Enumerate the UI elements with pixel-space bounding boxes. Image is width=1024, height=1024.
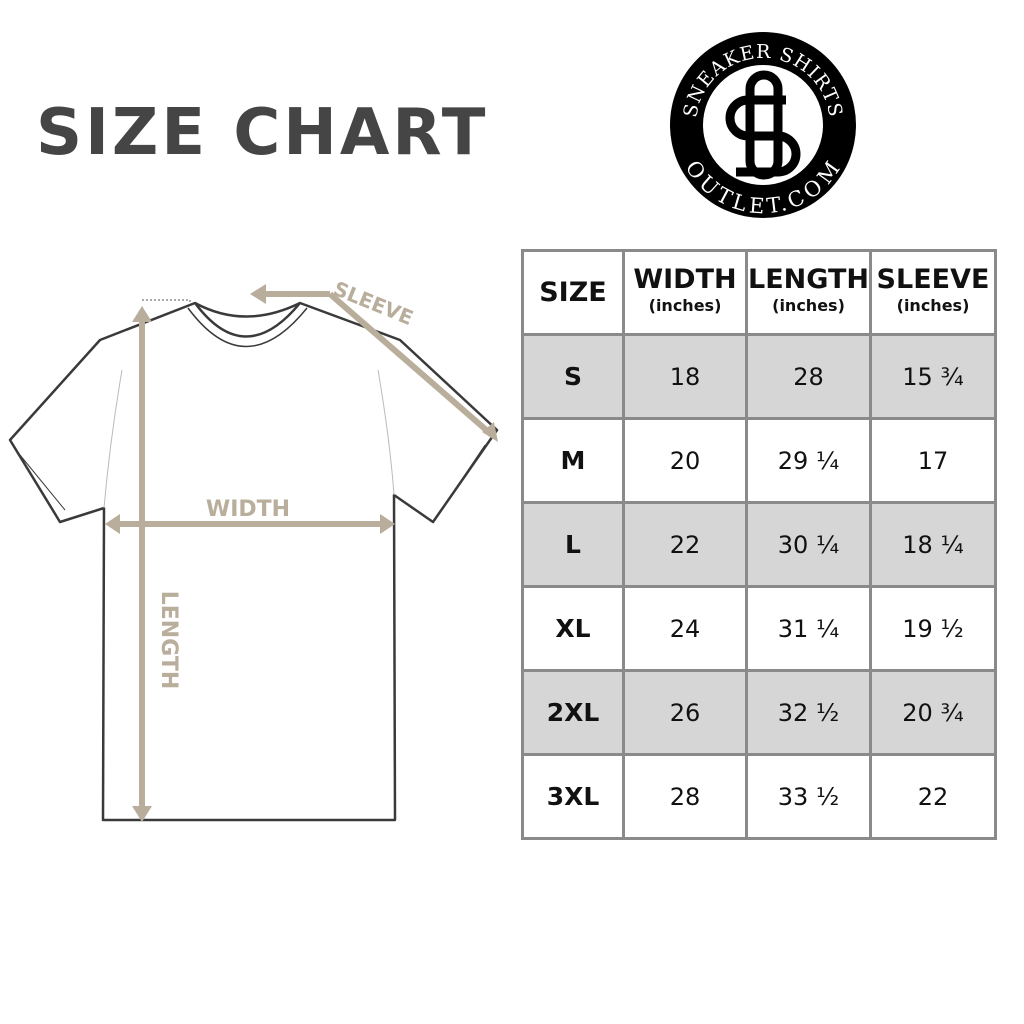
length-cell: 31 ¼: [745, 585, 872, 672]
width-cell: 28: [622, 753, 748, 840]
header-label: SIZE: [539, 276, 607, 308]
width-cell: 22: [622, 501, 748, 588]
table-row: XL 24 31 ¼ 19 ½: [521, 585, 997, 672]
sleeve-cell: 18 ¼: [869, 501, 997, 588]
table-row: M 20 29 ¼ 17: [521, 417, 997, 504]
header-row: SIZE WIDTH (inches) LENGTH (inches) SLEEVE…: [521, 249, 997, 336]
length-cell: 28: [745, 333, 872, 420]
width-cell: 18: [622, 333, 748, 420]
sleeve-cell: 19 ½: [869, 585, 997, 672]
header-unit: (inches): [772, 295, 845, 315]
header-unit: (inches): [896, 295, 970, 315]
width-cell: 26: [622, 669, 748, 756]
header-length: LENGTH (inches): [745, 249, 872, 336]
header-label: SLEEVE: [876, 263, 990, 295]
tshirt-diagram: SLEEVE WIDTH LENGTH: [8, 276, 499, 822]
monogram-icon: [725, 70, 801, 180]
header-label: LENGTH: [748, 263, 869, 295]
size-cell: 2XL: [521, 669, 625, 756]
table-row: L 22 30 ¼ 18 ¼: [521, 501, 997, 588]
sleeve-cell: 17: [869, 417, 997, 504]
header-size: SIZE: [521, 249, 625, 336]
width-label: WIDTH: [206, 497, 290, 522]
sleeve-cell: 22: [869, 753, 997, 840]
width-cell: 20: [622, 417, 748, 504]
width-cell: 24: [622, 585, 748, 672]
length-cell: 30 ¼: [745, 501, 872, 588]
sneaker-shirts-outlet-logo: SNEAKER SHIRTS OUTLET.COM: [670, 32, 856, 219]
header-sleeve: SLEEVE (inches): [869, 249, 997, 336]
tshirt-outline: [8, 301, 499, 822]
size-cell: 3XL: [521, 753, 625, 840]
header-width: WIDTH (inches): [622, 249, 748, 336]
length-label: LENGTH: [156, 591, 181, 690]
size-cell: L: [521, 501, 625, 588]
size-cell: XL: [521, 585, 625, 672]
table-row: 3XL 28 33 ½ 22: [521, 753, 997, 840]
table-row: 2XL 26 32 ½ 20 ¾: [521, 669, 997, 756]
size-cell: M: [521, 417, 625, 504]
page-title: SIZE CHART: [36, 96, 489, 170]
header-unit: (inches): [648, 295, 722, 315]
length-cell: 33 ½: [745, 753, 872, 840]
table-row: S 18 28 15 ¾: [521, 333, 997, 420]
sleeve-cell: 20 ¾: [869, 669, 997, 756]
sleeve-cell: 15 ¾: [869, 333, 997, 420]
size-cell: S: [521, 333, 625, 420]
size-table: SIZE WIDTH (inches) LENGTH (inches) SLEEVE…: [521, 249, 997, 840]
length-cell: 29 ¼: [745, 417, 872, 504]
length-cell: 32 ½: [745, 669, 872, 756]
header-label: WIDTH: [633, 263, 737, 295]
